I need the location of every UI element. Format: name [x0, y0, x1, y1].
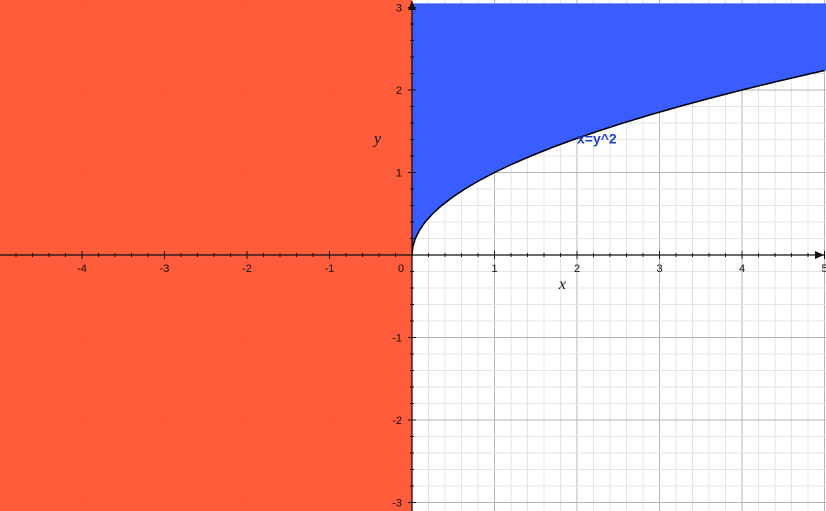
y-tick-label: 1: [396, 168, 402, 180]
curve-x-equals-y-squared: [411, 69, 825, 256]
x-tick-label: -2: [242, 263, 252, 275]
tick-labels: -4 -3 -2 -1 0 1 2 3 4 5 -3 -2 -1 1 2 3: [77, 3, 826, 510]
y-tick-label: -1: [392, 333, 402, 345]
x-tick-label: -1: [325, 263, 335, 275]
y-axis-title: y: [372, 131, 382, 148]
y-tick-label: 3: [396, 3, 402, 15]
x-tick-label: 0: [398, 263, 404, 275]
curve-label: x=y^2: [577, 131, 617, 147]
x-tick-label: -4: [77, 263, 87, 275]
y-tick-label: -3: [392, 498, 402, 510]
region-above-parabola: [412, 3, 826, 255]
x-tick-label: 4: [739, 263, 745, 275]
y-tick-label: -2: [392, 415, 402, 427]
x-tick-label: 5: [821, 263, 826, 275]
x-tick-label: 2: [574, 263, 580, 275]
x-axis-title: x: [558, 276, 566, 293]
y-tick-label: 2: [396, 85, 402, 97]
x-tick-label: 1: [491, 263, 497, 275]
x-tick-label: -3: [160, 263, 170, 275]
x-tick-label: 3: [656, 263, 662, 275]
